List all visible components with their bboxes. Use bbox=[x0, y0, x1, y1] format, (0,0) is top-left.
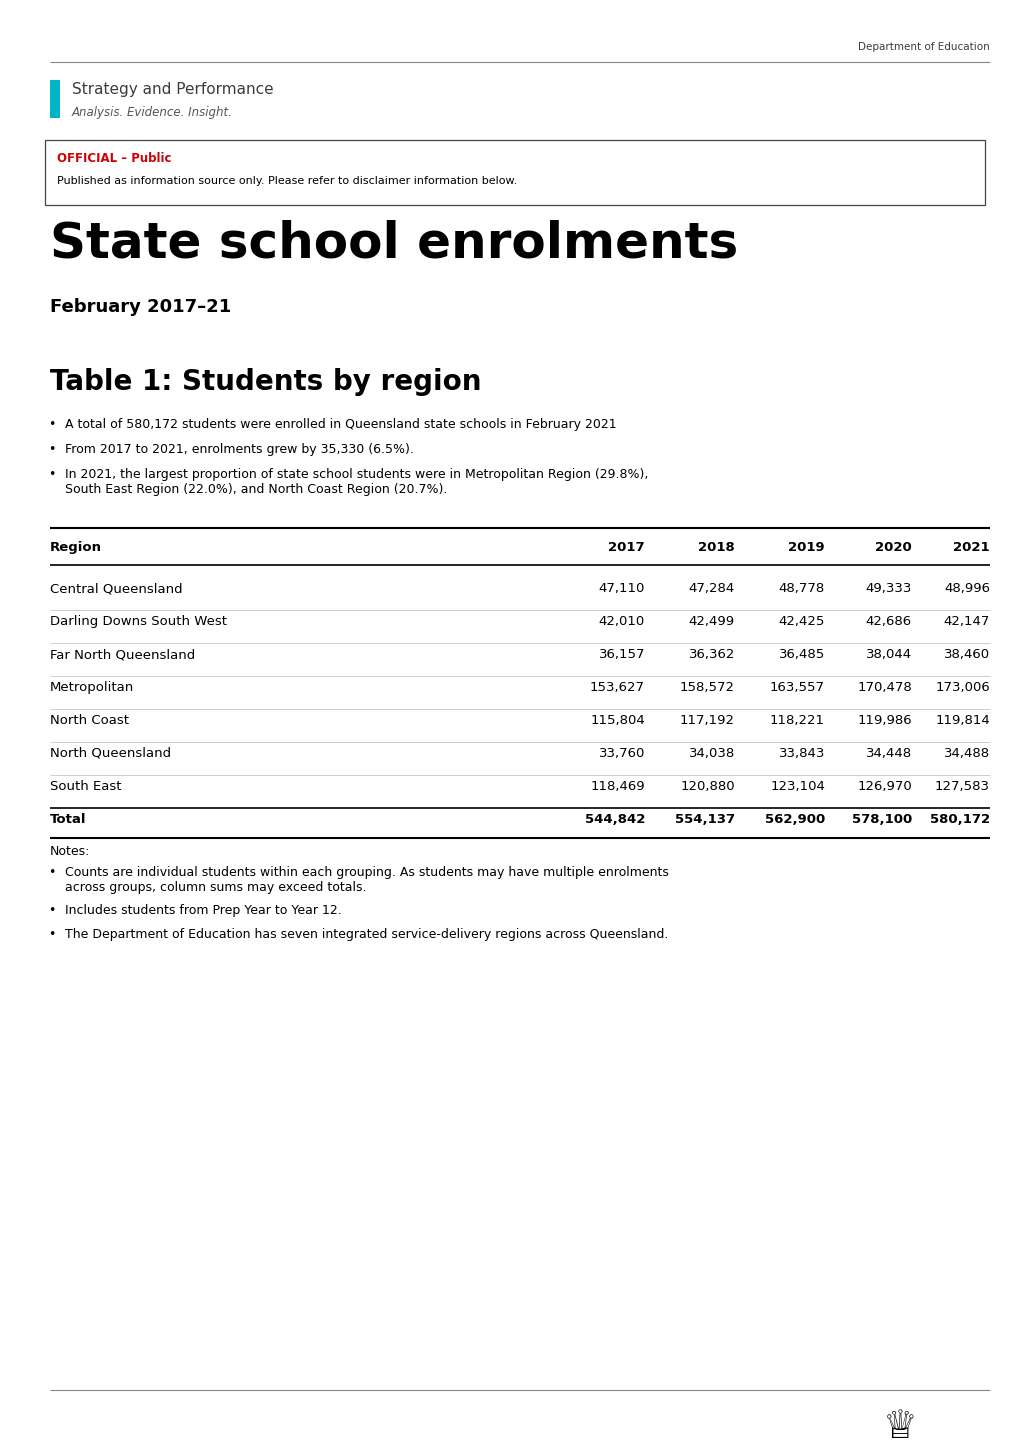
Text: 117,192: 117,192 bbox=[680, 714, 735, 727]
Text: South East: South East bbox=[50, 780, 121, 793]
Text: February 2017–21: February 2017–21 bbox=[50, 298, 231, 316]
Text: Includes students from Prep Year to Year 12.: Includes students from Prep Year to Year… bbox=[65, 904, 341, 917]
Text: 42,686: 42,686 bbox=[865, 614, 911, 629]
Text: 580,172: 580,172 bbox=[929, 813, 989, 826]
Text: 48,996: 48,996 bbox=[943, 583, 989, 596]
Text: 33,843: 33,843 bbox=[777, 747, 824, 760]
Text: 47,284: 47,284 bbox=[688, 583, 735, 596]
Text: 115,804: 115,804 bbox=[590, 714, 644, 727]
Text: 158,572: 158,572 bbox=[680, 681, 735, 694]
Text: •: • bbox=[48, 418, 56, 431]
Text: 153,627: 153,627 bbox=[589, 681, 644, 694]
Text: 170,478: 170,478 bbox=[856, 681, 911, 694]
Text: OFFICIAL – Public: OFFICIAL – Public bbox=[57, 151, 171, 164]
Text: 173,006: 173,006 bbox=[934, 681, 989, 694]
Text: •: • bbox=[48, 443, 56, 456]
Text: Far North Queensland: Far North Queensland bbox=[50, 647, 195, 660]
Text: •: • bbox=[48, 867, 56, 880]
Text: 127,583: 127,583 bbox=[934, 780, 989, 793]
Text: 42,147: 42,147 bbox=[943, 614, 989, 629]
Text: 2017: 2017 bbox=[607, 541, 644, 554]
Text: 578,100: 578,100 bbox=[851, 813, 911, 826]
Text: 2018: 2018 bbox=[698, 541, 735, 554]
Text: 42,425: 42,425 bbox=[777, 614, 824, 629]
Text: Table 1: Students by region: Table 1: Students by region bbox=[50, 368, 481, 397]
Text: 118,221: 118,221 bbox=[769, 714, 824, 727]
Text: 2020: 2020 bbox=[874, 541, 911, 554]
Text: 42,499: 42,499 bbox=[688, 614, 735, 629]
Text: 34,488: 34,488 bbox=[943, 747, 989, 760]
Text: 562,900: 562,900 bbox=[764, 813, 824, 826]
Text: 36,485: 36,485 bbox=[777, 647, 824, 660]
Text: 36,362: 36,362 bbox=[688, 647, 735, 660]
Text: Notes:: Notes: bbox=[50, 845, 91, 858]
Text: 118,469: 118,469 bbox=[590, 780, 644, 793]
Text: 126,970: 126,970 bbox=[856, 780, 911, 793]
Text: Central Queensland: Central Queensland bbox=[50, 583, 182, 596]
Text: Strategy and Performance: Strategy and Performance bbox=[72, 82, 273, 97]
Text: A total of 580,172 students were enrolled in Queensland state schools in Februar: A total of 580,172 students were enrolle… bbox=[65, 418, 616, 431]
Text: Counts are individual students within each grouping. As students may have multip: Counts are individual students within ea… bbox=[65, 867, 668, 894]
Text: From 2017 to 2021, enrolments grew by 35,330 (6.5%).: From 2017 to 2021, enrolments grew by 35… bbox=[65, 443, 414, 456]
Text: Analysis. Evidence. Insight.: Analysis. Evidence. Insight. bbox=[72, 107, 232, 120]
Text: •: • bbox=[48, 929, 56, 942]
Text: North Queensland: North Queensland bbox=[50, 747, 171, 760]
Text: 42,010: 42,010 bbox=[598, 614, 644, 629]
Text: 38,044: 38,044 bbox=[865, 647, 911, 660]
Text: North Coast: North Coast bbox=[50, 714, 128, 727]
Text: Total: Total bbox=[50, 813, 87, 826]
Text: •: • bbox=[48, 469, 56, 482]
Text: 38,460: 38,460 bbox=[943, 647, 989, 660]
Text: ♕: ♕ bbox=[881, 1407, 916, 1442]
Text: The Department of Education has seven integrated service-delivery regions across: The Department of Education has seven in… bbox=[65, 929, 667, 942]
Text: Darling Downs South West: Darling Downs South West bbox=[50, 614, 227, 629]
Text: 163,557: 163,557 bbox=[769, 681, 824, 694]
Text: Department of Education: Department of Education bbox=[857, 42, 989, 52]
Text: 36,157: 36,157 bbox=[598, 647, 644, 660]
Bar bbox=[45, 140, 984, 205]
Text: Region: Region bbox=[50, 541, 102, 554]
Text: 2019: 2019 bbox=[788, 541, 824, 554]
Text: 119,986: 119,986 bbox=[857, 714, 911, 727]
Text: 47,110: 47,110 bbox=[598, 583, 644, 596]
Text: •: • bbox=[48, 904, 56, 917]
Text: State school enrolments: State school enrolments bbox=[50, 221, 738, 268]
Text: 544,842: 544,842 bbox=[584, 813, 644, 826]
Text: 33,760: 33,760 bbox=[598, 747, 644, 760]
Text: Metropolitan: Metropolitan bbox=[50, 681, 135, 694]
Text: Published as information source only. Please refer to disclaimer information bel: Published as information source only. Pl… bbox=[57, 176, 517, 186]
Text: 123,104: 123,104 bbox=[769, 780, 824, 793]
Text: 34,038: 34,038 bbox=[688, 747, 735, 760]
Text: 2021: 2021 bbox=[953, 541, 989, 554]
Text: 120,880: 120,880 bbox=[680, 780, 735, 793]
Text: 554,137: 554,137 bbox=[675, 813, 735, 826]
Text: 119,814: 119,814 bbox=[934, 714, 989, 727]
Text: 49,333: 49,333 bbox=[865, 583, 911, 596]
Bar bbox=[50, 79, 60, 118]
Text: In 2021, the largest proportion of state school students were in Metropolitan Re: In 2021, the largest proportion of state… bbox=[65, 469, 648, 496]
Text: 48,778: 48,778 bbox=[777, 583, 824, 596]
Text: 34,448: 34,448 bbox=[865, 747, 911, 760]
